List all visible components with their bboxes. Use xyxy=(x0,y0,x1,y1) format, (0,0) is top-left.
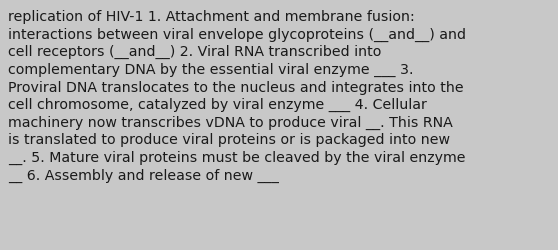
Text: replication of HIV-1 1. Attachment and membrane fusion:
interactions between vir: replication of HIV-1 1. Attachment and m… xyxy=(8,10,466,182)
